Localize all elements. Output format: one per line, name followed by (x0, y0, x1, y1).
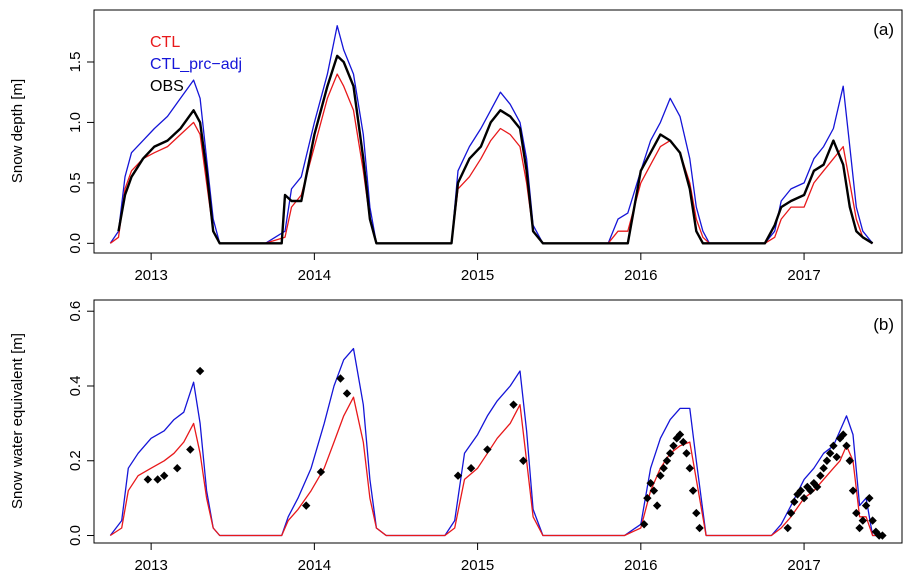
obs-point (159, 471, 169, 480)
x-tick-label-a: 2015 (461, 267, 494, 284)
plot-frame-a (93, 9, 903, 254)
obs-point (649, 486, 659, 495)
panel-label-a: (a) (873, 20, 894, 39)
series-b (109, 347, 887, 540)
obs-point (803, 482, 812, 492)
obs-point (842, 441, 851, 450)
obs-point (688, 486, 698, 495)
obs-point (643, 493, 652, 503)
obs-point (695, 523, 704, 533)
ticks-b: 2013 2014 2015 2016 2017 0.0 0.2 0.4 0.6 (67, 301, 821, 574)
x-tick-label-a: 2014 (298, 267, 331, 284)
obs-point (829, 441, 838, 450)
y-tick-label-a: 0.0 (67, 233, 84, 254)
obs-point (783, 523, 792, 533)
obs-point (819, 464, 828, 473)
obs-point (186, 445, 195, 454)
panel-label-b: (b) (873, 315, 894, 334)
obs-point (195, 366, 205, 376)
y-tick-label-a: 1.0 (67, 112, 84, 133)
series-line-ctl-a (109, 73, 873, 244)
obs-point (302, 501, 311, 510)
obs-point (466, 464, 476, 473)
obs-point (509, 400, 518, 409)
obs-point (692, 508, 701, 518)
ticks-a: 2013 2014 2015 2016 2017 0.0 0.5 1.0 1.5 (67, 52, 821, 284)
obs-point (342, 389, 352, 398)
x-tick-label-b: 2013 (134, 557, 167, 574)
obs-point (153, 475, 162, 484)
x-tick-label-b: 2016 (624, 557, 657, 574)
obs-point (809, 478, 819, 488)
series-line-ctl-prc-adj-b (109, 347, 886, 537)
series-a (109, 25, 874, 245)
x-tick-label-a: 2013 (134, 267, 167, 284)
obs-point (832, 452, 841, 462)
legend-item-obs: OBS (150, 78, 184, 95)
obs-point (453, 471, 463, 480)
obs-point (143, 475, 153, 484)
series-line-ctl-b (109, 396, 886, 537)
obs-point (845, 456, 854, 465)
obs-point (865, 493, 874, 503)
obs-point (861, 501, 871, 510)
obs-point (669, 441, 678, 450)
y-tick-label-b: 0.2 (67, 450, 84, 471)
legend: CTL CTL_prc−adj OBS (150, 34, 242, 95)
series-line-obs-a (117, 54, 874, 245)
obs-point (656, 471, 665, 480)
obs-point (666, 449, 675, 458)
obs-point (825, 449, 835, 458)
obs-point (822, 456, 832, 465)
obs-point (852, 508, 861, 518)
obs-point (316, 467, 326, 477)
obs-point (646, 478, 655, 488)
obs-point (675, 430, 685, 439)
obs-point (682, 449, 691, 458)
obs-point (662, 456, 672, 465)
obs-point (679, 437, 688, 447)
panel-a: Snow depth [m] (a) 2013 2014 2015 2016 2017 0… (9, 9, 903, 284)
obs-point (855, 523, 864, 533)
obs-point (793, 490, 802, 499)
y-tick-label-b: 0.4 (67, 376, 84, 397)
obs-point (806, 486, 815, 495)
obs-point (799, 493, 809, 503)
x-tick-label-b: 2014 (298, 557, 331, 574)
obs-point (519, 456, 528, 465)
panel-b: Snow water equivalent [m] (b) 2013 2014 20… (9, 299, 903, 574)
obs-point (796, 486, 805, 495)
x-tick-label-b: 2015 (461, 557, 494, 574)
y-axis-title-b: Snow water equivalent [m] (9, 333, 26, 509)
x-tick-label-a: 2016 (624, 267, 657, 284)
obs-point (786, 508, 796, 518)
obs-point (878, 531, 887, 540)
y-tick-label-b: 0.0 (67, 525, 84, 546)
obs-point (483, 445, 492, 454)
obs-point (848, 486, 858, 495)
x-tick-label-b: 2017 (787, 557, 820, 574)
obs-point (812, 482, 822, 492)
obs-point (639, 520, 649, 529)
obs-point (652, 501, 662, 510)
obs-point (790, 497, 799, 507)
obs-point (816, 471, 825, 480)
obs-point (659, 464, 668, 473)
obs-point (839, 430, 848, 439)
obs-point (685, 464, 694, 473)
x-tick-label-a: 2017 (787, 267, 820, 284)
obs-point (173, 464, 182, 473)
y-tick-label-b: 0.6 (67, 301, 84, 322)
legend-item-ctl-prc-adj: CTL_prc−adj (150, 56, 242, 73)
y-tick-label-a: 1.5 (67, 52, 84, 73)
obs-point (858, 516, 868, 525)
legend-item-ctl: CTL (150, 34, 180, 51)
obs-point (336, 374, 345, 383)
plot-frame-b (93, 299, 903, 544)
y-axis-title-a: Snow depth [m] (9, 79, 26, 183)
y-tick-label-a: 0.5 (67, 172, 84, 193)
obs-point (868, 516, 877, 525)
